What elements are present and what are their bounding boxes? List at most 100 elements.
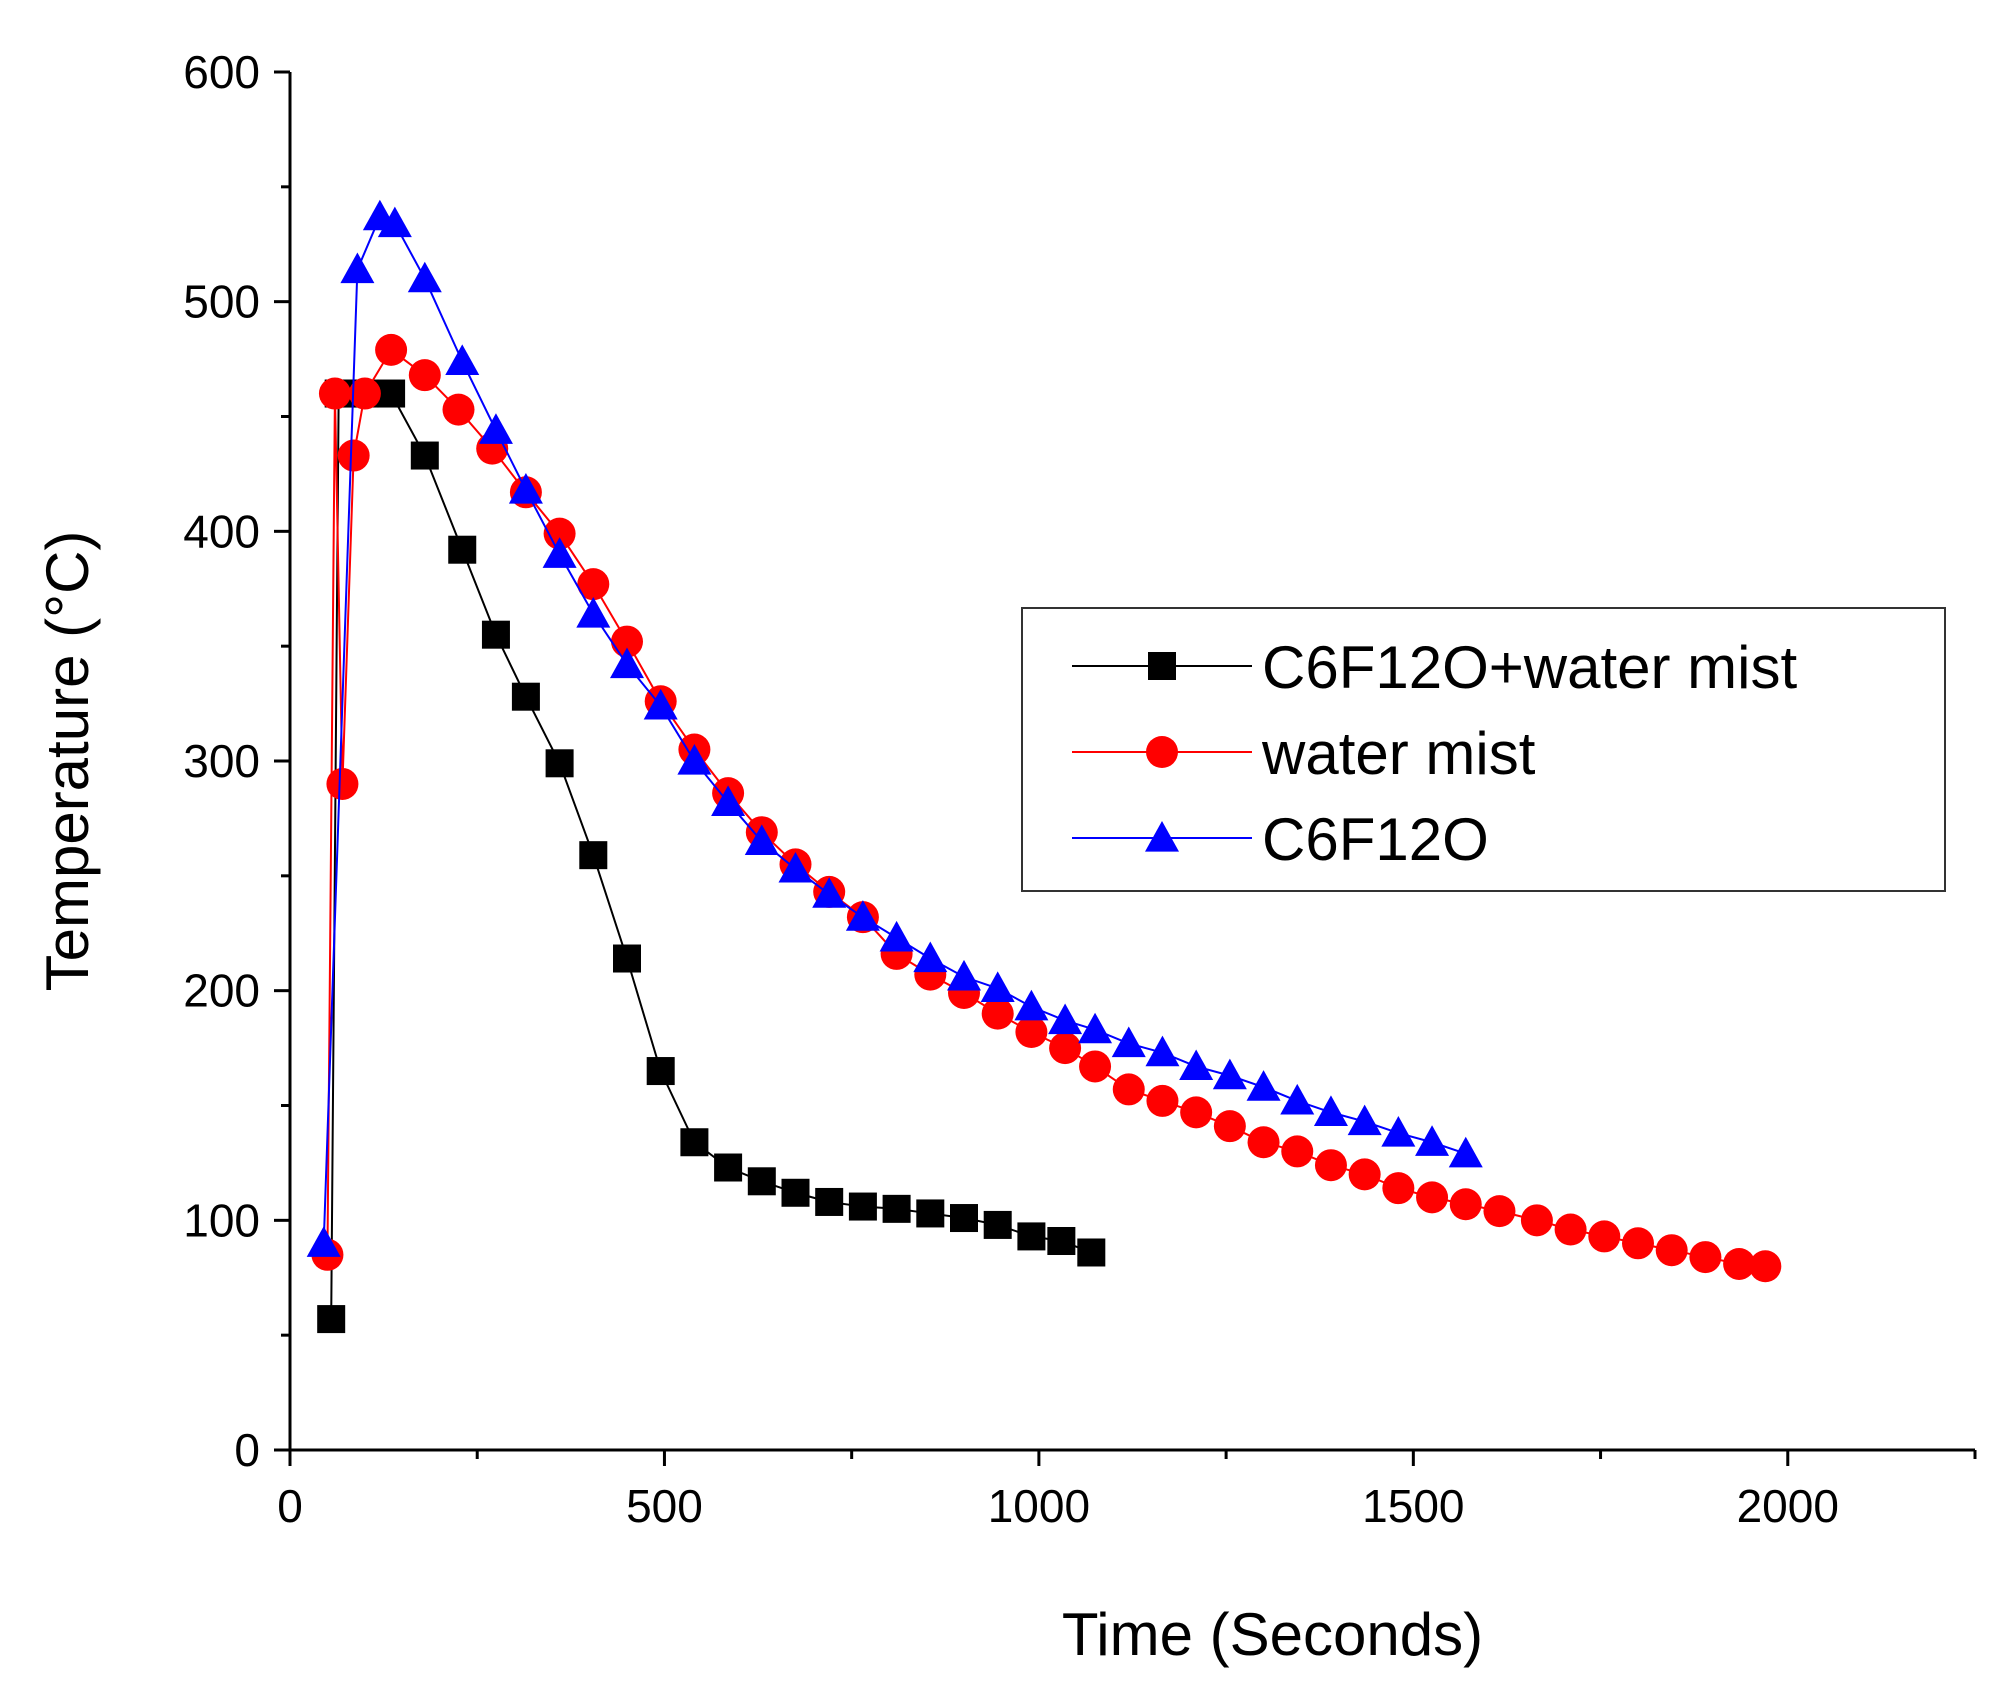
series-line bbox=[330, 392, 1092, 1320]
data-point bbox=[1246, 1070, 1281, 1101]
x-tick-label: 1500 bbox=[1362, 1480, 1464, 1532]
data-point bbox=[1347, 1104, 1382, 1136]
data-point bbox=[643, 688, 678, 720]
data-point bbox=[576, 597, 611, 628]
data-point bbox=[611, 625, 643, 658]
data-point bbox=[375, 333, 408, 366]
data-point bbox=[407, 261, 442, 293]
data-point bbox=[481, 620, 510, 649]
data-point bbox=[1723, 1247, 1756, 1280]
data-point bbox=[913, 941, 948, 973]
data-point bbox=[812, 877, 847, 908]
data-point bbox=[445, 344, 480, 375]
data-point bbox=[980, 971, 1015, 1002]
data-point bbox=[317, 1305, 346, 1334]
data-point bbox=[1111, 1026, 1146, 1058]
data-point bbox=[326, 767, 359, 800]
series-water-mist bbox=[311, 333, 1782, 1283]
y-tick-label: 0 bbox=[234, 1424, 260, 1476]
data-point bbox=[348, 377, 381, 410]
data-point bbox=[815, 1187, 844, 1216]
data-point bbox=[916, 1199, 945, 1228]
data-point bbox=[1483, 1195, 1516, 1228]
data-point bbox=[1212, 1058, 1247, 1090]
data-point bbox=[1048, 1003, 1083, 1035]
data-point bbox=[1449, 1188, 1482, 1221]
data-point bbox=[542, 537, 577, 568]
data-point bbox=[950, 1204, 978, 1233]
legend-marker bbox=[1148, 652, 1176, 680]
legend-label: C6F12O bbox=[1262, 806, 1489, 873]
data-point bbox=[747, 1167, 776, 1196]
data-point bbox=[377, 206, 412, 238]
data-point bbox=[1520, 1204, 1553, 1237]
data-point bbox=[511, 682, 540, 711]
data-point bbox=[508, 472, 543, 504]
data-point bbox=[408, 359, 441, 392]
y-tick-label: 600 bbox=[183, 46, 260, 98]
data-point bbox=[377, 379, 406, 408]
data-point bbox=[1047, 1227, 1076, 1256]
series-layer bbox=[306, 199, 1782, 1334]
data-point bbox=[947, 959, 981, 991]
data-point bbox=[337, 439, 370, 472]
data-point bbox=[1313, 1095, 1348, 1126]
data-point bbox=[714, 1153, 743, 1182]
data-point bbox=[981, 997, 1014, 1030]
data-point bbox=[442, 393, 475, 426]
data-point bbox=[1049, 1032, 1082, 1065]
data-point bbox=[306, 1226, 341, 1257]
y-tick-label: 400 bbox=[183, 505, 260, 557]
y-tick-label: 100 bbox=[183, 1194, 260, 1246]
data-point bbox=[410, 441, 439, 470]
data-point bbox=[1448, 1136, 1483, 1168]
data-point bbox=[1014, 989, 1049, 1021]
data-point bbox=[1382, 1172, 1415, 1205]
data-point bbox=[318, 377, 351, 410]
data-point bbox=[1655, 1234, 1688, 1267]
data-point bbox=[744, 824, 779, 855]
x-tick-label: 1000 bbox=[988, 1480, 1090, 1532]
data-point bbox=[1749, 1250, 1782, 1283]
data-point bbox=[677, 744, 712, 775]
data-point bbox=[778, 851, 813, 883]
y-tick-label: 500 bbox=[183, 276, 260, 328]
data-point bbox=[882, 1194, 911, 1223]
data-point bbox=[1416, 1181, 1449, 1214]
y-axis-title: Temperature (°C) bbox=[34, 531, 101, 992]
data-point bbox=[545, 749, 574, 778]
series-c6f12o-water-mist bbox=[317, 379, 1106, 1334]
data-point bbox=[1622, 1227, 1654, 1260]
legend: C6F12O+water mist water mist C6F12O bbox=[1021, 607, 1946, 892]
y-tick-label: 300 bbox=[183, 735, 260, 787]
data-point bbox=[610, 647, 644, 679]
data-point bbox=[1381, 1116, 1416, 1147]
data-point bbox=[1179, 1049, 1214, 1081]
data-point bbox=[1146, 1084, 1179, 1117]
data-point bbox=[711, 785, 746, 816]
data-point bbox=[680, 1128, 709, 1157]
data-point bbox=[1112, 1073, 1145, 1106]
data-point bbox=[1588, 1220, 1621, 1253]
data-point bbox=[983, 1210, 1012, 1239]
data-point bbox=[448, 535, 477, 564]
x-tick-label: 500 bbox=[626, 1480, 703, 1532]
data-point bbox=[613, 944, 641, 973]
data-point bbox=[1415, 1125, 1450, 1156]
data-point bbox=[577, 568, 610, 601]
data-point bbox=[1180, 1096, 1213, 1129]
x-tick-label: 0 bbox=[277, 1480, 303, 1532]
data-point bbox=[1281, 1135, 1314, 1168]
legend-marker bbox=[1145, 821, 1179, 852]
data-point bbox=[1314, 1149, 1347, 1182]
data-point bbox=[478, 413, 513, 444]
x-tick-label: 2000 bbox=[1737, 1480, 1839, 1532]
y-tick-label: 200 bbox=[183, 965, 260, 1017]
data-point bbox=[845, 900, 880, 931]
data-point bbox=[1017, 1222, 1046, 1251]
series-c6f12o bbox=[306, 199, 1483, 1257]
data-point bbox=[1348, 1158, 1381, 1191]
data-point bbox=[879, 920, 914, 952]
data-point bbox=[1145, 1035, 1180, 1067]
